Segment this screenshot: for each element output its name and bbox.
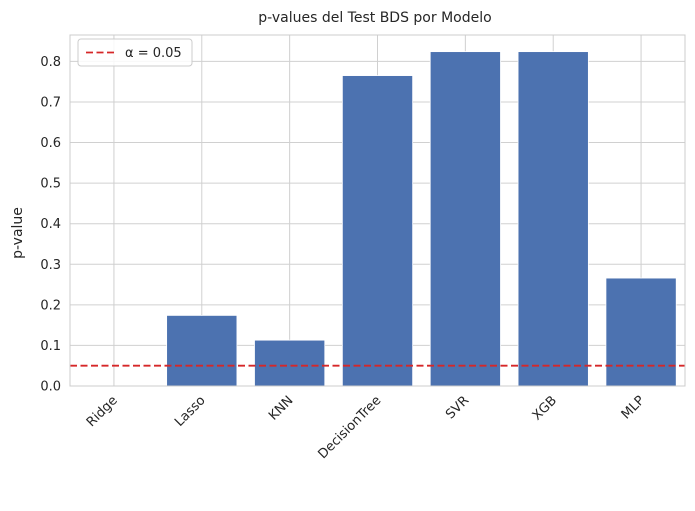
- chart-title: p-values del Test BDS por Modelo: [258, 10, 491, 26]
- x-tick-label: SVR: [443, 393, 472, 422]
- bar: [254, 339, 326, 387]
- legend-label: α = 0.05: [125, 46, 182, 61]
- legend-box: [77, 38, 193, 67]
- y-tick-label: 0.2: [40, 298, 61, 313]
- x-tick-label: Ridge: [84, 393, 121, 430]
- y-tick-label: 0.3: [40, 258, 61, 273]
- y-tick-label: 0.8: [40, 55, 61, 70]
- y-tick-label: 0.1: [40, 339, 61, 354]
- y-tick-label: 0.6: [40, 136, 61, 151]
- y-axis-label: p-value: [10, 207, 26, 259]
- x-tick-label: MLP: [619, 393, 648, 422]
- y-tick-label: 0.4: [40, 217, 61, 232]
- y-tick-label: 0.5: [40, 177, 61, 192]
- x-tick-label: DecisionTree: [315, 393, 384, 462]
- y-tick-label: 0.0: [40, 380, 61, 395]
- bar: [517, 51, 589, 387]
- y-tick-label: 0.7: [40, 95, 61, 110]
- bar: [341, 75, 414, 387]
- bar: [429, 51, 501, 387]
- plot-area: 0.0 0.1 0.2 0.3 0.4 0.5 0.6 0.7 0.8 Ridge Lasso KNN…: [40, 34, 686, 462]
- bar: [605, 277, 677, 387]
- plot-frame: [69, 34, 686, 387]
- x-tick-label: Lasso: [172, 393, 209, 430]
- bar: [166, 314, 238, 387]
- x-tick-label: KNN: [266, 393, 296, 423]
- x-tick-label: XGB: [530, 393, 560, 423]
